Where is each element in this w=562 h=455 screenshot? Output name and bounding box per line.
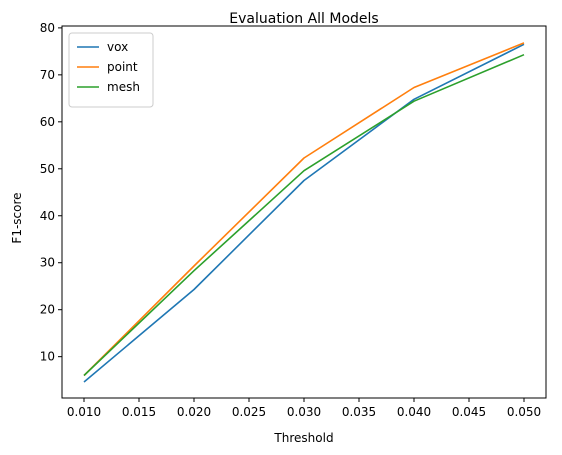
series-line-point — [83, 42, 525, 377]
x-tick-label: 0.015 — [122, 405, 156, 419]
x-tick-label: 0.010 — [67, 405, 101, 419]
y-axis-label: F1-score — [10, 192, 24, 243]
legend-label-point: point — [107, 60, 138, 74]
y-tick-label: 60 — [40, 115, 55, 129]
legend-box — [68, 32, 154, 108]
series-line-mesh — [83, 53, 525, 377]
series-line-vox — [83, 43, 525, 383]
y-tick-label: 50 — [40, 162, 55, 176]
x-tick-label: 0.045 — [452, 405, 486, 419]
chart-title: Evaluation All Models — [229, 11, 378, 27]
y-tick-label: 70 — [40, 68, 55, 82]
y-tick-label: 20 — [40, 303, 55, 317]
legend-label-mesh: mesh — [107, 80, 140, 94]
x-tick-label: 0.050 — [507, 405, 541, 419]
x-tick-label: 0.035 — [342, 405, 376, 419]
legend-label-vox: vox — [107, 40, 128, 54]
series-layer — [83, 42, 525, 383]
x-tick-label: 0.025 — [232, 405, 266, 419]
y-tick-label: 10 — [40, 350, 55, 364]
x-tick-label: 0.030 — [287, 405, 321, 419]
x-axis-label: Threshold — [273, 431, 333, 445]
plot-area-frame — [61, 25, 547, 399]
x-tick-label: 0.020 — [177, 405, 211, 419]
ticks-layer: 0.010 0.015 0.020 0.025 0.030 0.035 0.040 0.045… — [40, 21, 541, 419]
x-tick-label: 0.040 — [397, 405, 431, 419]
y-tick-label: 30 — [40, 256, 55, 270]
y-tick-label: 40 — [40, 209, 55, 223]
y-tick-label: 80 — [40, 21, 55, 35]
legend: vox point mesh — [68, 32, 154, 108]
